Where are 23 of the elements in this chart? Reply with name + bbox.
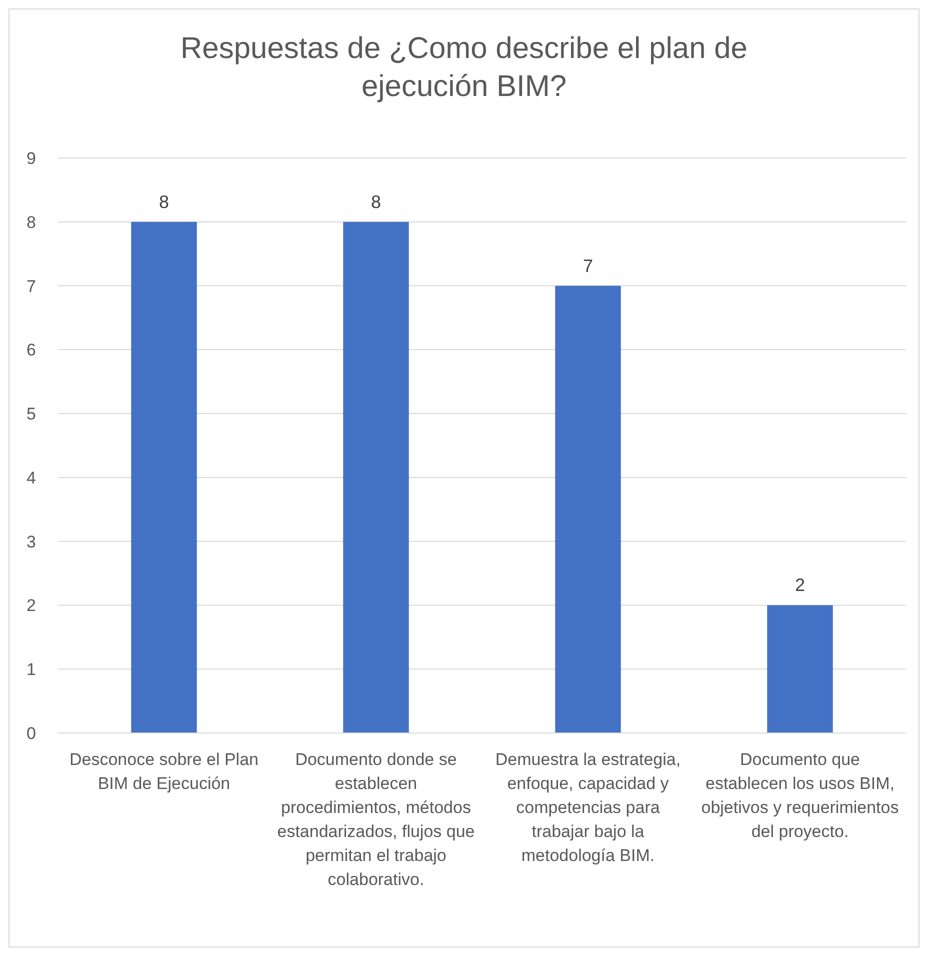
chart-title: Respuestas de ¿Como describe el plan de ejecución BIM? <box>180 32 748 103</box>
x-tick-label: Desconoce sobre el Plan BIM de Ejecución <box>69 750 259 793</box>
x-tick-label: Documento que establecen los usos BIM, objetivos y requerimientos del proyecto. <box>701 750 899 841</box>
data-label: 8 <box>158 192 170 212</box>
bar <box>343 222 409 733</box>
y-tick-label: 7 <box>26 276 36 296</box>
y-tick-label: 2 <box>26 596 36 616</box>
y-tick-label: 5 <box>26 404 36 424</box>
y-tick-label: 9 <box>26 149 36 168</box>
bar <box>767 605 833 733</box>
y-tick-label: 0 <box>26 724 36 743</box>
bar <box>555 286 621 733</box>
x-tick-label: Demuestra la estrategia, enfoque, capacidad y competencias para trabajar bajo la metodología BIM. <box>495 750 681 865</box>
y-tick-label: 6 <box>26 340 36 360</box>
y-tick-label: 4 <box>26 468 36 488</box>
data-label: 8 <box>370 192 382 212</box>
bar <box>131 222 197 733</box>
y-tick-label: 3 <box>26 532 36 552</box>
y-tick-label: 8 <box>26 212 36 232</box>
y-tick-label: 1 <box>26 660 36 680</box>
data-label: 2 <box>794 575 806 596</box>
x-tick-label: Documento donde se establecen procedimientos, métodos estandarizados, flujos que permitan el trabajo colaborativo. <box>277 750 475 889</box>
data-label: 7 <box>582 256 594 276</box>
